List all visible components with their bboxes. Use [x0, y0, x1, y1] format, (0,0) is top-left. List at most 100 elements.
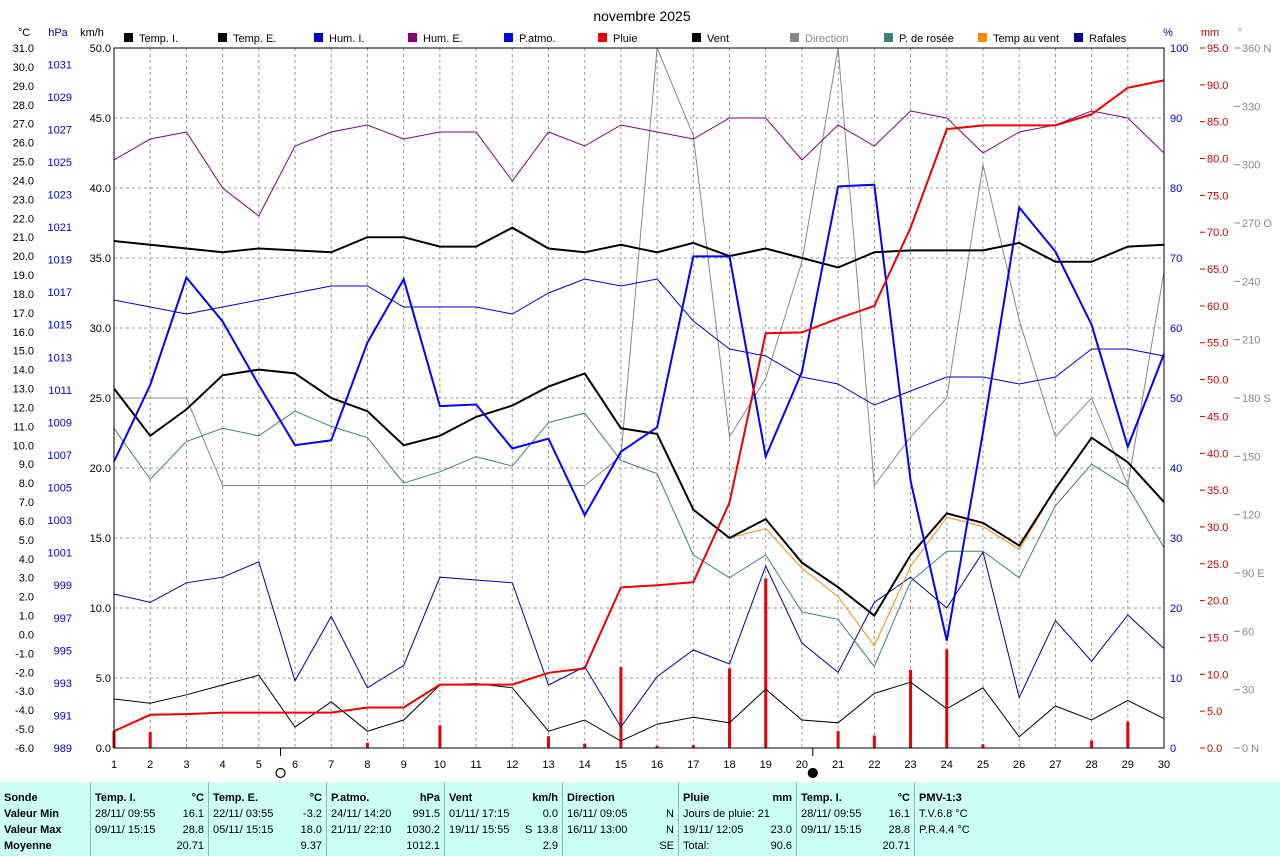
footer-date: 28/11/ 09:55 — [801, 808, 862, 820]
temp-axis-tick-label: 28.0 — [13, 100, 34, 112]
x-tick-label: 18 — [723, 759, 735, 771]
series-line-rafales — [113, 550, 1165, 728]
legend-label: Temp au vent — [993, 33, 1059, 45]
x-tick-label: 14 — [579, 759, 591, 771]
direction-axis-tick-label: 330 — [1242, 101, 1260, 113]
temp-axis-tick-label: 7.0 — [19, 497, 34, 509]
footer-header: Direction — [567, 792, 615, 804]
rain-axis-header: mm — [1201, 27, 1219, 39]
footer-header: P.atmo. — [331, 792, 370, 804]
humidity-axis-tick-label: 70 — [1170, 253, 1182, 265]
temp-axis-tick-label: 21.0 — [13, 232, 34, 244]
x-tick-label: 22 — [868, 759, 880, 771]
footer-unit: °C — [309, 792, 322, 804]
pressure-axis-tick-label: 1003 — [48, 515, 72, 527]
x-axis: 1 2 3 4 5 6 7 8 9 10 11 12 13 14 15 16 17 18 19 20 21 22 23 24 2… — [111, 759, 1170, 771]
pressure-axis-tick-label: 1001 — [48, 548, 72, 560]
pressure-axis-tick-label: 1027 — [48, 124, 72, 136]
series-line-p-atmo — [113, 183, 1165, 641]
temp-axis-tick-label: 8.0 — [19, 478, 34, 490]
temp-axis-tick-label: -4.0 — [15, 705, 34, 717]
footer-value: SE — [659, 840, 674, 852]
direction-axis-tick-label: 150 — [1242, 451, 1260, 463]
x-tick-label: 29 — [1122, 759, 1134, 771]
series-line-p-de-ros-e — [113, 410, 1165, 668]
series-line-hum-i — [113, 278, 1165, 406]
footer-header: PMV-1:3 — [919, 792, 962, 804]
temp-axis-tick-label: 13.0 — [13, 384, 34, 396]
rain-bar — [619, 666, 623, 748]
footer-value: 9.37 — [300, 840, 322, 852]
footer-tv: T.V.6.8 °C — [919, 808, 968, 820]
footer-header: Sonde — [4, 792, 38, 804]
rain-bar — [691, 745, 695, 748]
direction-axis-tick-label: 210 — [1242, 335, 1260, 347]
footer-row-label: Valeur Min — [4, 808, 60, 820]
footer-date: 24/11/ 14:20 — [331, 808, 392, 820]
temp-axis-tick-label: 0.0 — [19, 629, 34, 641]
temp-axis-tick-label: 16.0 — [13, 327, 34, 339]
direction-axis-tick-label: 120 — [1242, 510, 1260, 522]
legend-label: Direction — [805, 33, 848, 45]
temp-axis-tick-label: 1.0 — [19, 611, 34, 623]
wind-axis-tick-label: 50.0 — [90, 43, 111, 55]
temp-axis-tick-label: 14.0 — [13, 365, 34, 377]
wind-axis-tick-label: 45.0 — [90, 113, 111, 125]
footer-date: 09/11/ 15:15 — [95, 824, 156, 836]
footer-date: 28/11/ 09:55 — [95, 808, 156, 820]
humidity-axis-tick-label: 60 — [1170, 323, 1182, 335]
series-line-temp-e — [113, 368, 1165, 618]
direction-axis-tick-label: 90 E — [1242, 568, 1265, 580]
pressure-axis-tick-label: 1015 — [48, 320, 72, 332]
pressure-axis-tick-label: 999 — [54, 580, 72, 592]
footer-col-temp-i-2: Temp. I. °C 28/11/ 09:55 16.1 09/11/ 15:15… — [796, 782, 914, 856]
rain-bar — [764, 578, 768, 748]
series-line-hum-e — [113, 110, 1165, 217]
footer-value: 18.0 — [300, 824, 322, 836]
x-tick-label: 17 — [687, 759, 699, 771]
direction-axis-tick-label: 360 N — [1242, 43, 1271, 55]
footer-value: -3.2 — [303, 808, 322, 820]
footer-rain-days: Jours de pluie: 21 — [683, 808, 770, 820]
rain-bar — [655, 745, 659, 748]
chart-title: novembre 2025 — [593, 8, 691, 24]
moon-phases — [275, 748, 818, 779]
legend-label: Temp. I. — [139, 33, 178, 45]
x-tick-label: 8 — [364, 759, 370, 771]
temp-axis-tick-label: 17.0 — [13, 308, 34, 320]
series-line-vent — [113, 674, 1165, 742]
humidity-axis-tick-label: 100 — [1170, 43, 1188, 55]
legend-swatch — [692, 33, 701, 42]
footer-col-patmo: P.atmo. hPa 24/11/ 14:20 991.5 21/11/ 22:1… — [326, 782, 444, 856]
footer-pr: P.R.4.4 °C — [919, 824, 970, 836]
humidity-axis-tick-label: 80 — [1170, 183, 1182, 195]
rain-bar — [728, 668, 732, 748]
wind-axis-tick-label: 5.0 — [96, 673, 111, 685]
wind-axis-header: km/h — [80, 27, 104, 39]
direction-axis-tick-label: 180 S — [1242, 393, 1271, 405]
pressure-axis-tick-label: 1025 — [48, 157, 72, 169]
x-tick-label: 9 — [401, 759, 407, 771]
footer-header: Vent — [449, 792, 473, 804]
temp-axis-tick-label: 23.0 — [13, 194, 34, 206]
humidity-axis-tick-label: 10 — [1170, 673, 1182, 685]
legend-label: Hum. E. — [423, 33, 463, 45]
x-tick-label: 25 — [977, 759, 989, 771]
footer-col-pmv: PMV-1:3 T.V.6.8 °C P.R.4.4 °C — [914, 782, 1280, 856]
footer-value: 13.8 — [536, 824, 558, 836]
footer-value: 23.0 — [770, 824, 792, 836]
legend-swatch — [978, 33, 987, 42]
grid — [114, 48, 1164, 748]
footer-date: 19/11/ 12:05 — [683, 824, 744, 836]
summary-footer: Sonde Valeur Min Valeur Max Moyenne Temp… — [0, 782, 1280, 856]
humidity-axis-tick-label: 20 — [1170, 603, 1182, 615]
footer-unit: hPa — [419, 792, 440, 804]
temp-axis-tick-label: 30.0 — [13, 62, 34, 74]
rain-axis-tick-label: 95.0 — [1207, 43, 1228, 55]
legend-swatch — [790, 33, 799, 42]
rain-axis-tick-label: 0.0 — [1207, 743, 1222, 755]
rain-bar — [438, 725, 442, 748]
rain-axis-tick-label: 35.0 — [1207, 485, 1228, 497]
pressure-axis-tick-label: 989 — [54, 743, 72, 755]
new-moon-icon — [807, 767, 818, 779]
